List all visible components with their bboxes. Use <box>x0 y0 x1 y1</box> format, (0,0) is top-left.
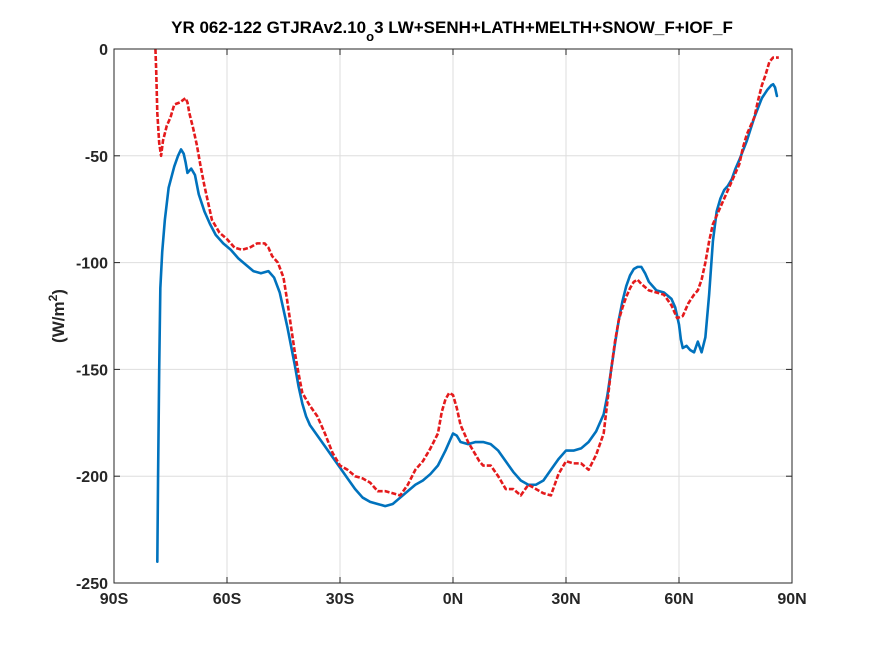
y-tick-label: -150 <box>76 362 108 379</box>
y-tick-label: -250 <box>76 576 108 593</box>
chart-title: YR 062-122 GTJRAv2.10o3 LW+SENH+LATH+MEL… <box>171 18 733 44</box>
x-tick-label: 60S <box>213 591 242 608</box>
series-line-1 <box>156 82 779 563</box>
title-tail: 3 LW+SENH+LATH+MELTH+SNOW_F+IOF_F <box>374 18 733 37</box>
x-tick-label: 30N <box>551 591 580 608</box>
ticks: 90S 60S 30S 0N 30N 60N 90N 0 -50 -100 -150 -200 -250 <box>76 42 807 608</box>
y-axis-label: (W/m2) <box>46 289 68 343</box>
title-main: YR 062-122 GTJRAv2.10 <box>171 18 366 37</box>
x-tick-label: 0N <box>443 591 463 608</box>
series-layer <box>154 48 779 563</box>
x-tick-label: 90N <box>777 591 806 608</box>
x-tick-label: 60N <box>664 591 693 608</box>
y-tick-label: -100 <box>76 256 108 273</box>
y-tick-label: -50 <box>85 149 108 166</box>
series-line-2 <box>154 48 779 497</box>
x-tick-label: 30S <box>326 591 355 608</box>
ylabel-superscript: 2 <box>46 294 60 301</box>
ylabel-post: ) <box>49 289 68 295</box>
grid <box>114 49 792 583</box>
x-tick-label: 90S <box>100 591 129 608</box>
y-tick-label: -200 <box>76 469 108 486</box>
ylabel-pre: (W/m <box>49 301 68 343</box>
y-tick-label: 0 <box>99 42 108 59</box>
title-subscript: o <box>366 29 374 44</box>
